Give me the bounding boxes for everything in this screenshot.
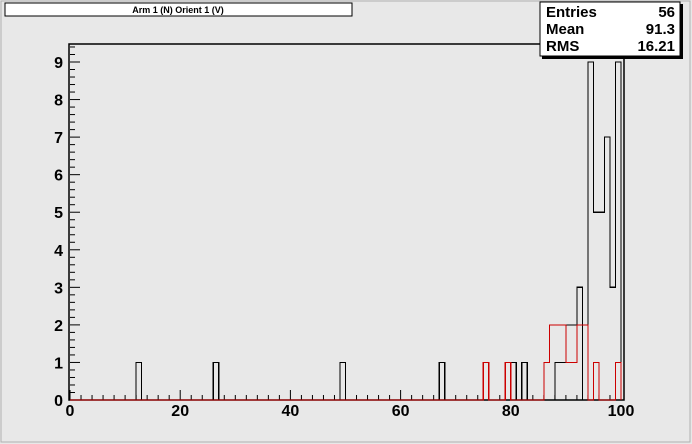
stats-rms-value: 16.21 [637,38,675,55]
plot-frame [68,43,625,401]
y-tick-label: 2 [54,318,63,335]
y-tick-label: 3 [54,280,63,297]
y-tick-label: 7 [54,130,63,147]
x-tick-label: 60 [392,403,410,420]
stats-box: Entries 56 Mean 91.3 RMS 16.21 [539,1,683,59]
x-tick-label: 80 [502,403,520,420]
stats-mean-label: Mean [546,21,584,38]
x-tick-label: 100 [608,403,635,420]
x-tick-label: 0 [66,403,75,420]
y-tick-label: 8 [54,93,63,110]
y-tick-label: 6 [54,168,63,185]
stats-rms-label: RMS [546,38,579,55]
stats-entries-value: 56 [658,4,675,21]
x-tick-label: 20 [171,403,189,420]
stats-mean-value: 91.3 [646,21,675,38]
series-layer [70,61,622,401]
title-box: Arm 1 (N) Orient 1 (V) [4,2,353,17]
series-2-outline [70,324,622,401]
y-axis: 0 1 2 3 4 5 6 7 8 9 [54,46,80,410]
y-tick-label: 1 [54,355,63,372]
x-axis: 0 20 40 60 80 100 [66,390,635,420]
y-tick-label: 4 [54,243,63,260]
stats-entries-label: Entries [546,4,597,21]
y-tick-label: 0 [54,393,63,410]
chart-title: Arm 1 (N) Orient 1 (V) [132,5,224,15]
x-tick-label: 40 [282,403,300,420]
y-tick-label: 9 [54,55,63,72]
y-tick-label: 5 [54,205,63,222]
